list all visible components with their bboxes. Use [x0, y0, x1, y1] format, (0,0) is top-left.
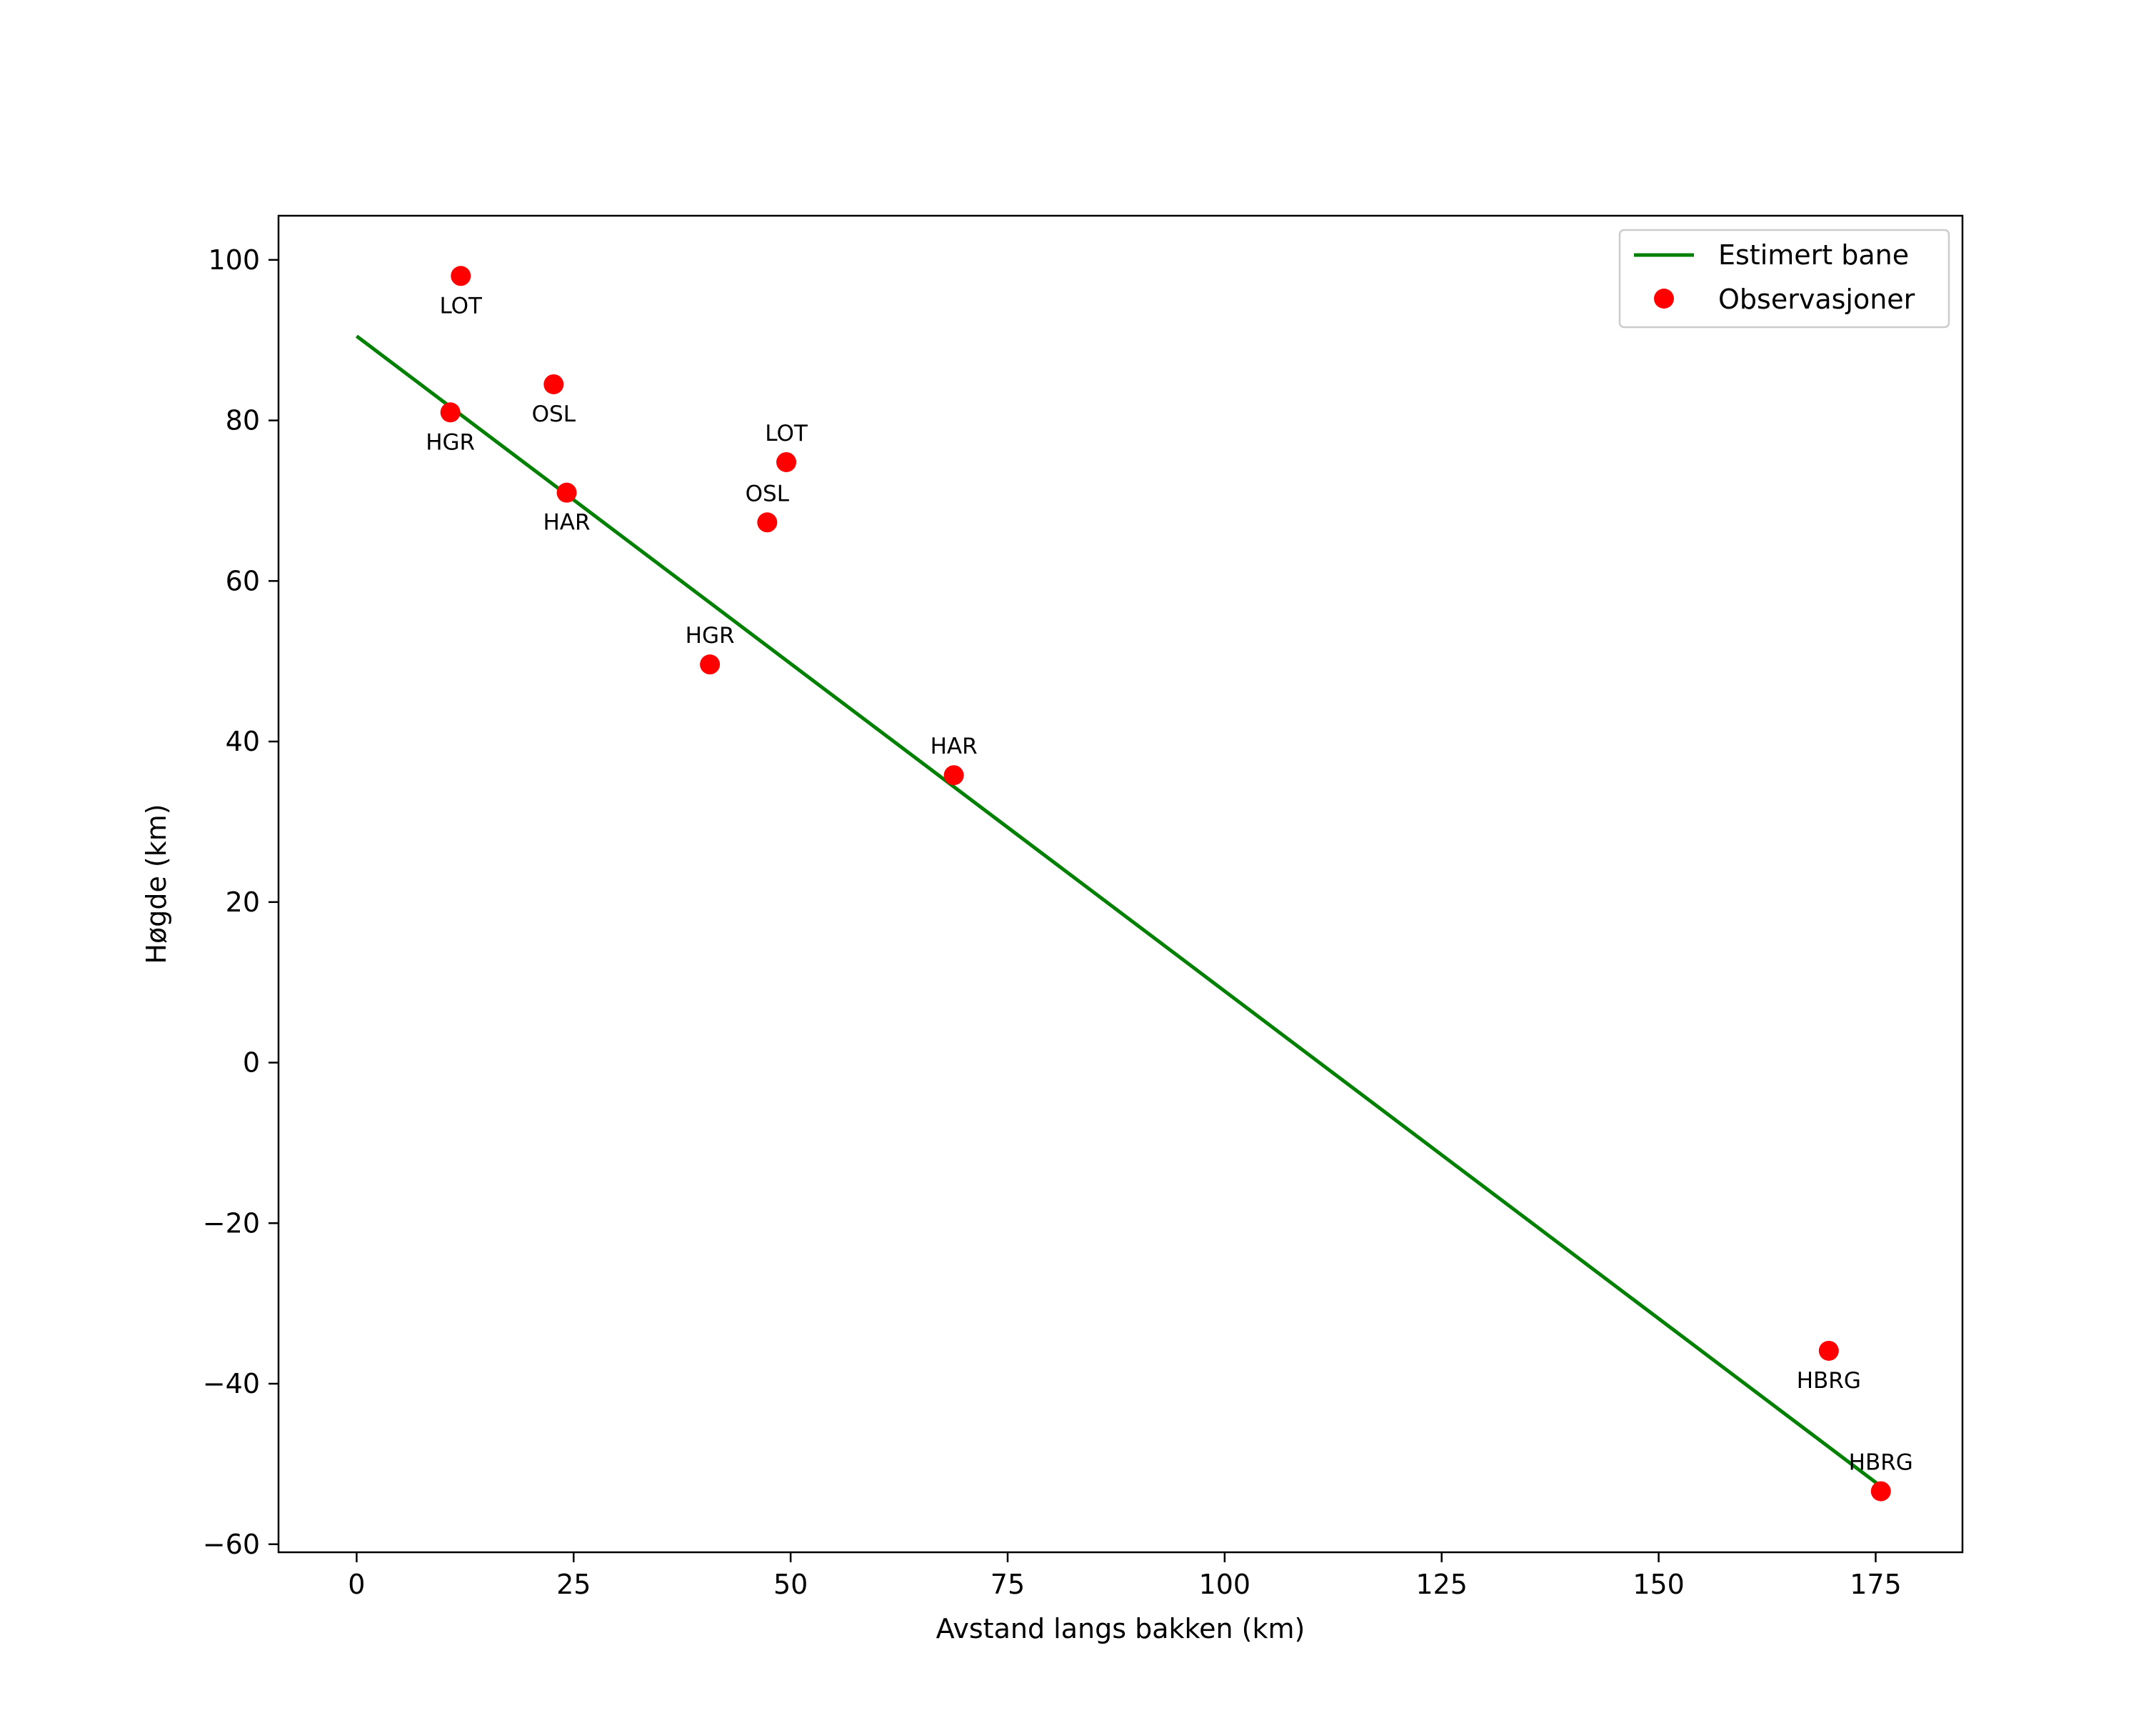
data-point-osl-5 — [757, 512, 778, 533]
point-label-hbrg-9: HBRG — [1849, 1450, 1913, 1476]
legend-entry-observasjoner: Observasjoner — [1718, 284, 1915, 315]
legend-box — [1618, 229, 1950, 329]
x-tick-label: 50 — [773, 1569, 808, 1600]
data-point-har-7 — [943, 765, 964, 786]
x-tick-label: 75 — [991, 1569, 1025, 1600]
axes-layer: 0 25 50 75 100 125 150 175 −60 −40 −20 0 20 40 60 80 100 — [203, 214, 1964, 1600]
y-tick-label: 60 — [226, 565, 260, 596]
y-tick-label: 0 — [243, 1047, 260, 1079]
y-axis-title: Høgde (km) — [141, 804, 172, 964]
data-point-lot-4 — [776, 451, 797, 472]
x-tick-label: 175 — [1850, 1569, 1902, 1600]
x-tick-label: 25 — [556, 1569, 591, 1600]
x-tick-label: 150 — [1633, 1569, 1685, 1600]
y-tick-label: −20 — [203, 1207, 260, 1239]
point-label-lot-4: LOT — [765, 421, 808, 446]
y-tick-label: −40 — [203, 1368, 260, 1399]
y-tick-label: 80 — [226, 405, 260, 436]
plot-marks: LOT HGR OSL HAR LOT OSL HGR HAR HBRG HBRG — [355, 266, 1913, 1502]
plot-frame — [277, 214, 1964, 1554]
data-point-hbrg-9 — [1870, 1481, 1891, 1502]
x-tick-label: 0 — [348, 1569, 365, 1600]
data-point-hgr-1 — [440, 402, 461, 423]
y-tick-label: 100 — [208, 244, 260, 276]
series-line-estimert-bane — [355, 334, 1882, 1487]
point-label-osl-2: OSL — [532, 401, 576, 427]
x-tick-label: 125 — [1415, 1569, 1468, 1600]
point-label-hgr-1: HGR — [426, 429, 475, 455]
x-axis-title: Avstand langs bakken (km) — [936, 1613, 1305, 1644]
point-label-hgr-6: HGR — [686, 623, 735, 649]
point-label-lot-0: LOT — [439, 293, 483, 319]
legend-entry-estimert-bane: Estimert bane — [1718, 239, 1909, 271]
x-tick-label: 100 — [1199, 1569, 1251, 1600]
data-point-lot-0 — [451, 266, 471, 286]
data-point-hbrg-8 — [1818, 1340, 1839, 1361]
y-tick-label: −60 — [203, 1529, 260, 1560]
point-label-har-7: HAR — [931, 734, 978, 759]
y-tick-label: 40 — [226, 726, 260, 757]
y-tick-label: 20 — [226, 887, 260, 918]
point-label-osl-5: OSL — [746, 481, 790, 506]
data-point-hgr-6 — [700, 654, 721, 675]
legend-point-swatch — [1654, 289, 1674, 309]
legend: Estimert bane Observasjoner — [1618, 229, 1950, 329]
data-point-har-3 — [556, 482, 577, 503]
data-point-osl-2 — [543, 374, 564, 394]
point-label-hbrg-8: HBRG — [1797, 1368, 1861, 1394]
point-label-har-3: HAR — [543, 510, 591, 536]
